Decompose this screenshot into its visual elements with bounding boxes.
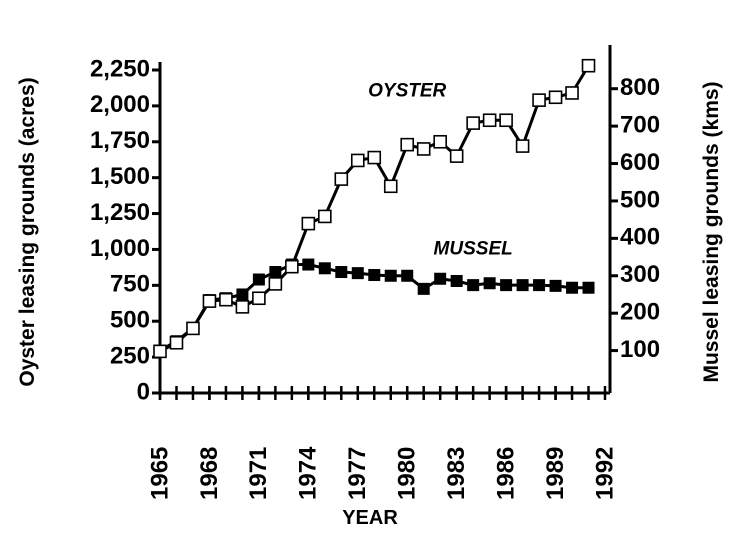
y2-tick-label: 400 [620,224,660,251]
data-point [318,262,331,275]
y2-tick-label: 500 [620,186,660,213]
data-point [417,282,430,295]
data-point [499,113,513,128]
y2-tick-label: 300 [620,261,660,288]
data-point [383,179,398,194]
series-line [159,64,590,353]
data-point [500,279,513,292]
y-tick-label: 2,000 [90,91,150,118]
x-tick-label: 1983 [443,447,470,500]
data-point [301,216,316,231]
y-axis-title: Oyster leasing grounds (acres) [16,77,39,386]
y2-tick-label: 800 [620,74,660,101]
y2-tick-label: 100 [620,336,660,363]
data-point [285,259,299,274]
y-tick-label: 500 [110,307,150,334]
data-point [351,267,364,280]
data-point [482,113,497,128]
x-tick-label: 1986 [492,447,519,500]
data-point [450,275,463,288]
data-point [565,86,579,100]
x-tick-label: 1968 [196,447,223,500]
data-point [533,279,546,292]
data-point [350,153,365,168]
data-point [367,150,382,165]
data-point [169,335,184,350]
data-point [384,269,397,282]
data-point [515,139,530,153]
data-point [368,269,381,282]
x-tick-label: 1992 [591,447,618,500]
x-tick-label: 1971 [245,447,272,500]
data-point [334,172,349,186]
data-point [400,137,415,152]
data-point [219,292,233,307]
data-point [467,279,480,292]
data-point [566,281,579,294]
data-point [433,134,447,149]
y-tick-label: 1,750 [90,127,150,154]
data-point [269,266,282,279]
x-tick-label: 1989 [542,447,569,500]
data-point [268,277,283,291]
data-point [582,281,595,294]
data-point [318,209,332,224]
data-point [153,344,167,359]
y-tick-label: 250 [110,342,150,369]
x-tick-label: 1974 [295,446,322,500]
data-point [466,116,480,130]
annotation: OYSTER [368,81,446,102]
data-point [235,300,250,314]
data-point [186,321,200,336]
data-point [434,272,447,285]
data-point [532,93,546,107]
data-point [581,58,596,73]
data-point [252,291,266,306]
annotation: MUSSEL [434,238,513,259]
data-point [549,279,562,292]
y-tick-label: 750 [110,271,150,298]
data-point [302,258,315,271]
data-point [202,294,217,308]
y-tick-label: 1,250 [90,199,150,226]
y-tick-label: 0 [137,378,150,405]
x-tick-label: 1977 [344,447,371,500]
y-tick-label: 1,500 [90,163,150,190]
data-point [416,142,431,156]
y2-tick-label: 700 [620,111,660,138]
data-point [401,269,414,282]
x-axis-title: YEAR [342,507,398,529]
data-point [236,288,249,301]
x-tick-label: 1965 [146,447,173,500]
data-point [548,90,563,105]
y2-tick-label: 200 [620,299,660,326]
y2-axis-title: Mussel leasing grounds (kms) [700,81,723,382]
data-point [516,279,529,292]
data-point [335,266,348,279]
data-point [483,277,496,290]
y-tick-label: 2,250 [90,55,150,82]
data-point [449,149,464,163]
y-tick-label: 1,000 [90,235,150,262]
y2-tick-label: 600 [620,149,660,176]
x-tick-label: 1980 [394,447,421,500]
data-point [252,273,265,286]
